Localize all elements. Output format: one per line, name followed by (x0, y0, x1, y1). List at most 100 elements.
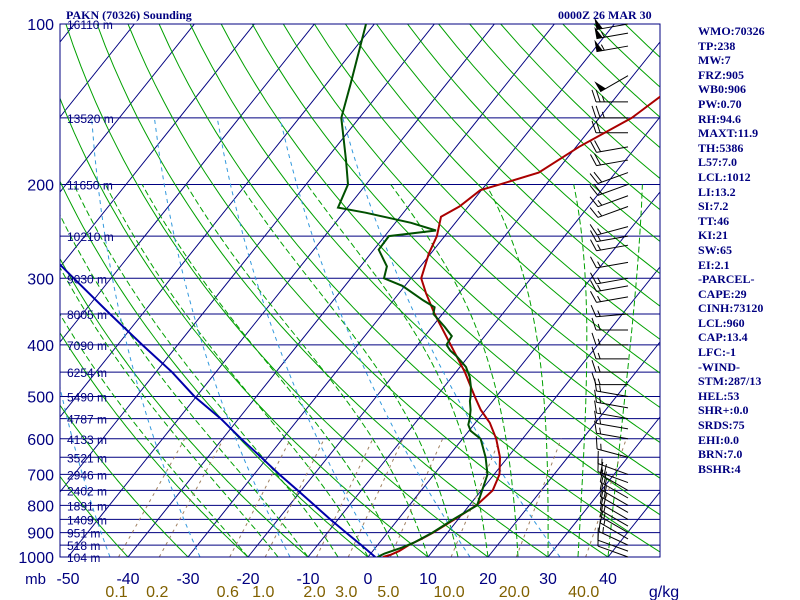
stat-item: RH:94.6 (698, 111, 741, 126)
stat-item: CAP:13.4 (698, 330, 748, 345)
stat-item: TT:46 (698, 213, 730, 228)
wind-barb-half-feather (597, 295, 602, 302)
isotherm-line (60, 24, 135, 118)
height-label: 4787 m (67, 413, 107, 427)
height-label: 13520 m (67, 112, 114, 126)
wind-barb-staff (600, 496, 629, 513)
mixing-ratio-tick-label: 0.2 (146, 584, 168, 600)
wind-barb-staff (596, 422, 629, 430)
mixing-ratio-line (229, 438, 292, 557)
pressure-tick-label: 300 (27, 271, 54, 288)
mixing-ratio-line (389, 438, 444, 557)
mixing-ratio-line (450, 438, 501, 557)
stat-item: SI:7.2 (698, 199, 729, 214)
wind-barb-feather (594, 420, 597, 434)
temperature-tick-label: 10 (419, 571, 437, 588)
temperature-tick-label: 20 (479, 571, 497, 588)
pressure-tick-label: 800 (27, 498, 54, 515)
wind-barb-half-feather (597, 261, 602, 268)
stat-item: EI:2.1 (698, 257, 730, 272)
wind-barb (594, 17, 629, 31)
wind-barb-feather (589, 173, 599, 184)
wind-barb (594, 26, 629, 40)
dry-adiabat-line (593, 24, 660, 88)
wind-barb-half-feather (600, 31, 605, 38)
mixing-ratio-tick-label: 0.1 (105, 584, 127, 600)
wind-barb-half-feather (597, 310, 601, 317)
mixing-ratio-tick-label: 20.0 (499, 584, 530, 600)
wind-barb (589, 171, 629, 184)
sounding-indices-list: WMO:70326 TP:238 MW:7 FRZ:905 WB0:906 PW:0.70… (698, 24, 765, 476)
wind-barb-staff (600, 516, 629, 534)
wind-barb-feather (595, 105, 601, 119)
wind-barb-feather (591, 317, 597, 331)
moist-adiabat-line (60, 213, 309, 557)
isotherm-line (60, 24, 195, 193)
stat-item: MW:7 (698, 53, 731, 68)
wind-barb-feather (591, 105, 597, 119)
temperature-tick-label: -30 (176, 571, 199, 588)
wind-barb (590, 256, 629, 269)
wind-barb (591, 120, 628, 134)
moist-adiabat-line (306, 184, 489, 557)
pressure-tick-label: 400 (27, 338, 54, 355)
moist-adiabat-line (185, 184, 429, 557)
isotherm-line (247, 41, 660, 557)
pressure-tick-label: 200 (27, 177, 54, 194)
temperature-tick-label: -20 (236, 571, 259, 588)
stat-item: LCL:960 (698, 315, 745, 330)
wind-barb-staff (600, 509, 629, 527)
wind-barb-staff (597, 172, 629, 184)
stat-item: L57:7.0 (698, 155, 737, 170)
temperature-tick-label: 30 (539, 571, 557, 588)
height-label: 16110 m (67, 18, 113, 32)
isotherm-line (67, 24, 495, 557)
wind-barb-staff (596, 412, 629, 420)
mixing-ratio-line (585, 438, 627, 557)
dry-adiabat-line (96, 24, 549, 557)
wind-barb (590, 304, 629, 318)
wind-barb-staff (600, 502, 629, 520)
height-label: 4133 m (67, 433, 107, 447)
chart-frame (59, 23, 661, 558)
temperature-tick-label: 0 (364, 571, 373, 588)
wind-barb-half-feather (597, 378, 601, 385)
wind-barb-feather (603, 471, 607, 485)
moist-adiabat-line (104, 184, 369, 557)
stat-item: CINH:73120 (698, 301, 764, 316)
moist-adiabat-line (485, 184, 549, 557)
wind-barb-feather (590, 280, 597, 292)
wind-barb-feather (591, 360, 597, 373)
mixing-ratio-line (118, 438, 186, 557)
reference-dashed-line (91, 117, 201, 557)
stat-item: -WIND- (698, 359, 740, 374)
wind-barb-feather (590, 256, 597, 269)
dry-adiabat-line (60, 180, 369, 557)
wind-barb-staff (596, 432, 629, 440)
height-label: 11650 m (67, 178, 113, 192)
wind-barb (589, 195, 629, 208)
wind-barb (594, 400, 629, 420)
wind-barb-half-feather (603, 512, 606, 519)
wind-barb-half-feather (597, 323, 601, 331)
temperature-tick-label: -10 (296, 571, 319, 588)
wind-barb-feather (599, 510, 604, 524)
moist-adiabat-line (141, 184, 399, 557)
wind-barb-staff (600, 488, 629, 506)
moist-adiabat-line (73, 184, 339, 557)
wind-barb-half-feather (597, 210, 603, 217)
stat-item: LCL:1012 (698, 169, 751, 184)
wind-barb-half-feather (599, 407, 602, 414)
reference-dashed-line (342, 117, 561, 557)
mixing-ratio-line (316, 438, 374, 557)
wind-barb-staff (600, 75, 629, 93)
wind-barb (591, 346, 628, 360)
plot-border (59, 23, 661, 558)
isotherm-line (307, 116, 660, 557)
wind-barb-half-feather (597, 366, 601, 373)
wind-barb-half-feather (597, 338, 601, 346)
wind-barb (594, 75, 629, 93)
parcel-trace (60, 263, 376, 557)
wind-barb-staff (596, 285, 629, 292)
